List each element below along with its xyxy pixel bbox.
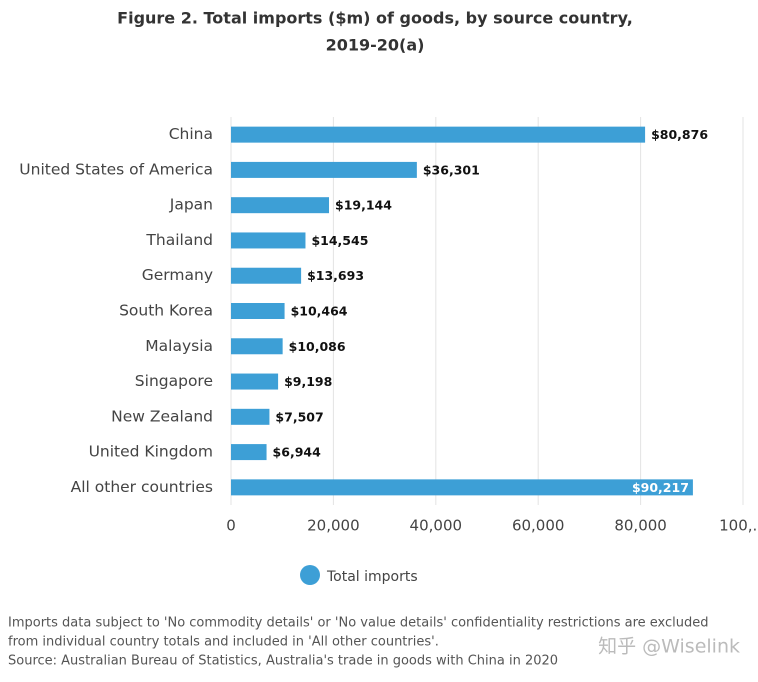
- y-tick-label: China: [169, 125, 213, 143]
- value-label: $14,545: [311, 233, 368, 248]
- value-label: $36,301: [423, 162, 480, 177]
- x-tick-label: 40,000: [410, 517, 463, 535]
- value-label: $6,944: [273, 445, 322, 460]
- bar: [231, 373, 279, 390]
- y-tick-label: South Korea: [119, 302, 213, 320]
- value-label: $9,198: [284, 374, 332, 389]
- y-tick-label: Japan: [169, 196, 213, 214]
- x-tick-label: 60,000: [512, 517, 565, 535]
- x-tick-label: 100,...: [719, 517, 758, 535]
- y-tick-label: New Zealand: [111, 407, 213, 425]
- footnote: Source: Australian Bureau of Statistics,…: [8, 654, 558, 669]
- footnote: Imports data subject to 'No commodity de…: [8, 616, 709, 631]
- value-label: $13,693: [307, 268, 364, 283]
- chart-title: Figure 2. Total imports ($m) of goods, b…: [117, 9, 633, 28]
- bar: [231, 197, 330, 214]
- x-tick-label: 80,000: [614, 517, 667, 535]
- y-tick-label: United Kingdom: [89, 443, 213, 461]
- watermark: 知乎 @Wiselink: [598, 636, 740, 658]
- bar: [231, 161, 417, 178]
- bar: [231, 232, 306, 249]
- x-tick-label: 20,000: [307, 517, 360, 535]
- y-tick-label: Thailand: [145, 231, 213, 249]
- y-tick-label: Malaysia: [145, 337, 213, 355]
- value-label: $80,876: [651, 127, 708, 142]
- value-label: $90,217: [632, 480, 689, 495]
- bar: [231, 444, 267, 461]
- bar: [231, 479, 693, 496]
- bar: [231, 267, 302, 284]
- legend-label: Total imports: [326, 569, 418, 585]
- y-tick-label: Germany: [142, 266, 213, 284]
- legend-marker: [300, 565, 320, 585]
- x-tick-label: 0: [226, 517, 236, 535]
- value-label: $10,086: [289, 339, 346, 354]
- chart-title: 2019-20(a): [326, 36, 425, 55]
- value-label: $7,507: [275, 409, 323, 424]
- y-tick-label: United States of America: [19, 160, 213, 178]
- bar: [231, 338, 283, 355]
- bar: [231, 408, 270, 425]
- value-label: $19,144: [335, 198, 392, 213]
- y-tick-label: Singapore: [135, 372, 213, 390]
- bar: [231, 303, 285, 319]
- y-tick-label: All other countries: [71, 478, 213, 496]
- footnote: from individual country totals and inclu…: [8, 635, 439, 650]
- value-label: $10,464: [291, 304, 348, 319]
- bar: [231, 126, 646, 143]
